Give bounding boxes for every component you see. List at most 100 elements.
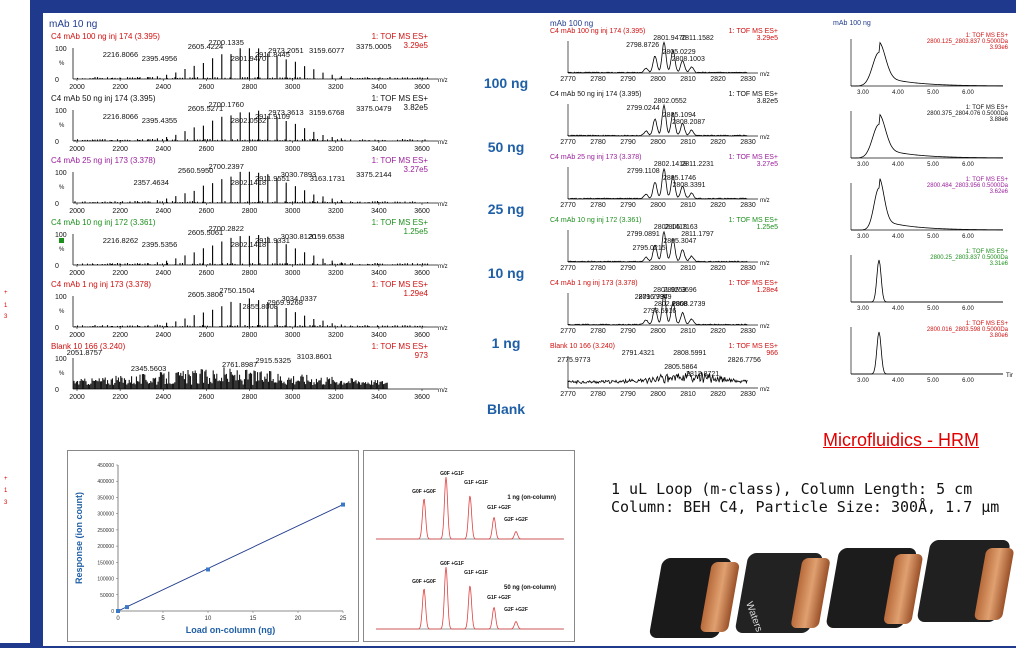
x-tick-label: 2000 (69, 146, 85, 153)
peak-label: 3375.0479 (356, 104, 391, 113)
x-tick-label: 3200 (328, 270, 344, 277)
y-tick-label: 250000 (97, 528, 114, 534)
peak-label: 2808.2087 (672, 119, 705, 126)
trace-intensity: 3.29e5 (757, 35, 779, 42)
peak-label: 2911.9109 (255, 112, 290, 121)
zoom-trace (567, 41, 748, 74)
peak-label: 2801.7737 (635, 294, 668, 301)
trace-mode: 1: TOF MS ES+ (729, 343, 778, 350)
peak-label: 2802.1418 (231, 178, 266, 187)
zoom-trace (567, 230, 748, 263)
x-tick-label: 2800 (650, 139, 666, 146)
x-tick-label: 2820 (710, 139, 726, 146)
left-label: + (4, 476, 8, 482)
x-tick-label: 6.00 (962, 90, 974, 96)
peak-label: 2808.5991 (673, 350, 706, 357)
trace-intensity: 3.29e5 (404, 41, 429, 50)
y-tick-0: 0 (55, 263, 59, 270)
x-tick-label: 3000 (285, 84, 301, 91)
x-tick-label: 2830 (740, 328, 756, 335)
xic-mode: 1: TOF MS ES+ (966, 177, 1009, 183)
x-tick-label: 2780 (590, 265, 606, 272)
x-tick-label: 3400 (371, 394, 387, 401)
trace-intensity: 3.82e5 (404, 103, 429, 112)
trace-mode: 1: TOF MS ES+ (372, 280, 429, 289)
trace-title: C4 mAb 25 ng inj 173 (3.378) (51, 156, 156, 165)
peak-label: 2808.2739 (672, 301, 705, 308)
left-label: 1 (4, 488, 8, 494)
xic-range: 2800.016_2803.598 0.5000Da (927, 327, 1009, 333)
x-tick-label: 2600 (199, 146, 215, 153)
y-unit: % (59, 185, 65, 191)
xic-column: mAb 100 ng 1: TOF MS ES+2800.125_2803.83… (833, 20, 1013, 383)
x-tick-label: 2400 (155, 332, 171, 339)
trace-mode: 1: TOF MS ES+ (729, 91, 778, 98)
peak-label: 2700.2397 (208, 162, 243, 171)
trace-title: C4 mAb 1 ng inj 173 (3.378) (51, 280, 151, 289)
x-tick-label: 2200 (112, 84, 128, 91)
x-tick-label: 3600 (414, 84, 430, 91)
peak-label: 2911.9551 (255, 174, 290, 183)
y-tick-label: 300000 (97, 512, 114, 518)
x-tick-label: 3200 (328, 208, 344, 215)
x-tick-label: 2000 (69, 270, 85, 277)
x-tick-label: 2770 (560, 76, 576, 83)
trace-title: C4 mAb 50 ng inj 174 (3.395) (550, 91, 641, 98)
xic-intensity: 3.93e6 (990, 45, 1009, 51)
trace-intensity: 973 (415, 351, 429, 360)
x-tick-label: 5.00 (927, 378, 939, 383)
trace-intensity: 1.29e4 (404, 289, 429, 298)
peak-label: 3163.1731 (310, 174, 345, 183)
marker-square (59, 238, 64, 243)
x-tick-label: 3200 (328, 84, 344, 91)
x-tick-label: 6.00 (962, 162, 974, 168)
peak-label: 2560.5950 (178, 166, 213, 175)
y-tick-label: 100000 (97, 577, 114, 583)
x-unit: m/z (760, 198, 770, 204)
glycan-label: G0F +G0F (412, 579, 436, 585)
x-tick-label: 6.00 (962, 378, 974, 383)
peak-label: 2808.1003 (672, 56, 705, 63)
y-tick-label: 400000 (97, 479, 114, 485)
trace-mode: 1: TOF MS ES+ (372, 32, 429, 41)
x-unit: m/z (760, 261, 770, 267)
y-unit: % (59, 61, 65, 67)
x-tick-label: 2820 (710, 328, 726, 335)
trace-mode: 1: TOF MS ES+ (372, 218, 429, 227)
x-tick-label: 6.00 (962, 234, 974, 240)
x-tick-label: 2790 (620, 76, 636, 83)
glycan-label: G0F +G0F (412, 489, 436, 495)
peak-label: 2700.1335 (208, 38, 243, 47)
peak-label: 2799.0244 (627, 105, 660, 112)
left-label: 1 (4, 303, 8, 309)
trace-title: C4 mAb 1 ng inj 173 (3.378) (550, 280, 638, 287)
x-tick-label: 3200 (328, 394, 344, 401)
x-tick-label: 2800 (242, 394, 258, 401)
x-tick-label: 4.00 (892, 162, 904, 168)
peak-label: 2855.8008 (242, 302, 277, 311)
peak-label: 2973.2051 (268, 46, 303, 55)
peak-label: 2605.5061 (188, 228, 223, 237)
peak-label: 2915.5325 (256, 356, 291, 365)
x-tick-label: 2790 (620, 202, 636, 209)
y-unit: % (59, 309, 65, 315)
x-tick-label: 2000 (69, 332, 85, 339)
y-tick-0: 0 (55, 387, 59, 394)
x-tick-label: 2400 (155, 146, 171, 153)
xic-mode: 1: TOF MS ES+ (966, 321, 1009, 327)
peak-label: 2345.5603 (131, 364, 166, 373)
x-tick-label: 2790 (620, 139, 636, 146)
y-tick-100: 100 (55, 170, 67, 177)
x-tick-label: 2600 (199, 332, 215, 339)
x-tick-label: 2790 (620, 328, 636, 335)
trace-intensity: 3.82e5 (757, 98, 779, 105)
peak-label: 3034.0337 (281, 294, 316, 303)
x-tick-label: 2600 (199, 208, 215, 215)
x-tick-label: 2810 (680, 139, 696, 146)
x-tick-label: 2200 (112, 146, 128, 153)
x-unit: m/z (760, 135, 770, 141)
x-tick-label: 2820 (710, 202, 726, 209)
peak-label: 2798.8726 (626, 42, 659, 49)
y-tick-label: 150000 (97, 560, 114, 566)
